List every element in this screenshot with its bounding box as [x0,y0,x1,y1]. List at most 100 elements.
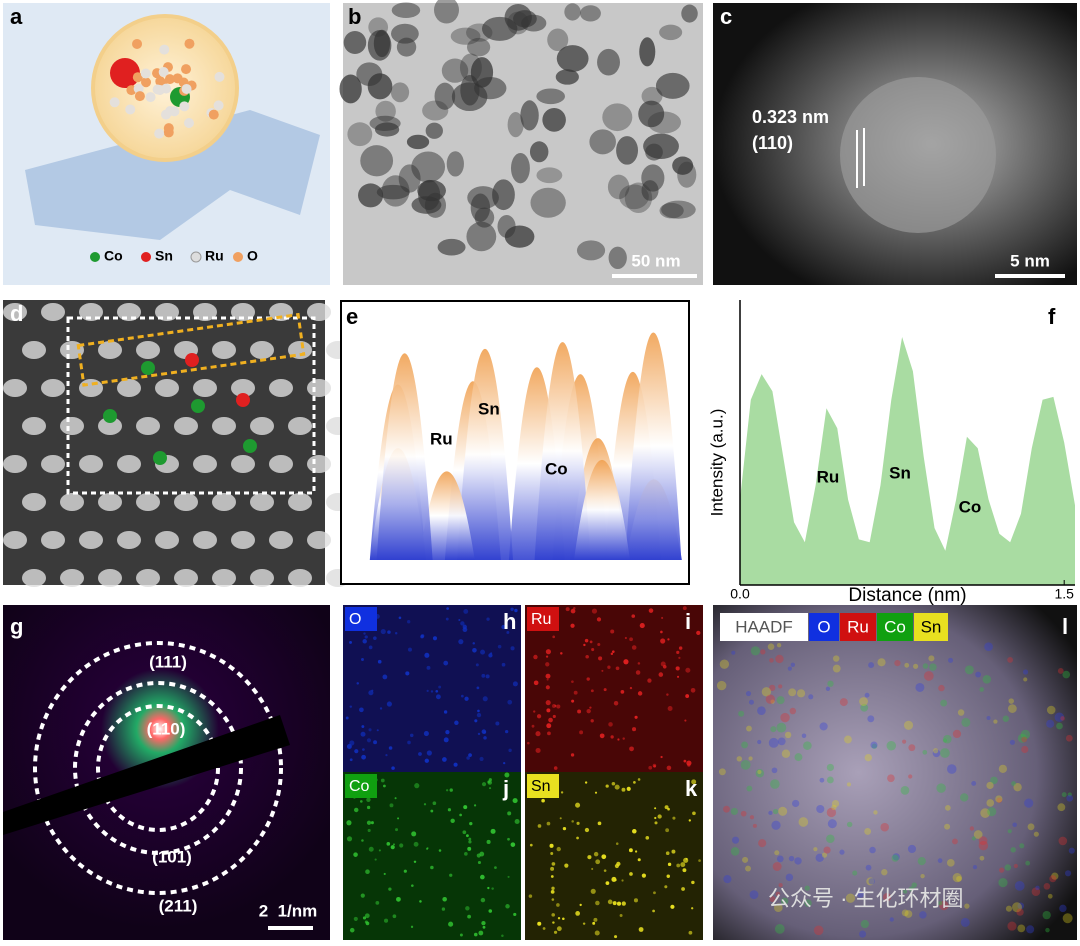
map-dot [477,709,480,713]
atom-column [22,417,46,435]
map-dot [638,927,644,932]
map-dot [477,732,481,736]
panel-label: c [720,4,732,29]
nanoparticle [425,122,443,139]
atom [184,38,195,49]
map-dot [426,847,429,850]
map-dot [432,636,438,641]
atom-column [136,341,160,359]
map-dot [1016,908,1024,916]
atom-column [212,569,236,587]
map-dot [671,849,676,854]
map-dot [376,729,379,732]
map-dot [531,724,535,728]
map-dot [495,721,500,726]
atom-marker [153,451,167,465]
map-dot [691,907,694,910]
annotation: 0.323 nm [752,107,829,127]
map-dot [1007,829,1012,834]
map-dot [467,846,472,851]
map-dot [908,744,916,752]
map-dot [634,850,638,853]
map-dot [687,763,691,767]
map-dot [399,843,404,848]
element-label: Co [349,778,370,795]
map-dot [442,896,447,902]
atom-column [307,531,331,549]
support-sheet [25,110,320,240]
atom-column [288,417,312,435]
map-dot [917,857,926,866]
map-dot [551,886,555,891]
map-dot [936,783,946,793]
atom-column [136,493,160,511]
map-dot [1012,902,1022,913]
map-dot [1026,925,1035,934]
map-dot [603,688,607,692]
map-dot [622,737,625,740]
map-dot [474,719,478,723]
map-dot [788,855,795,862]
map-dot [476,712,482,718]
map-dot [665,851,670,856]
map-dot [969,826,975,831]
nanoparticle [529,141,549,163]
atom-column [269,379,293,397]
map-dot [672,816,676,820]
map-dot [506,630,510,634]
map-dot [982,675,992,684]
map-dot [688,930,693,935]
map-dot [488,909,493,913]
annotation: Co [959,497,982,516]
map-dot [430,690,434,693]
map-dot [507,875,510,879]
map-dot [738,710,745,717]
scale-bar-label: 5 nm [1010,251,1050,270]
map-dot [395,828,399,832]
map-dot [1059,904,1067,913]
map-dot [774,850,780,856]
map-dot [615,842,619,845]
map-dot [443,660,449,666]
map-dot [1007,921,1017,931]
intensity-peak [625,332,682,560]
map-dot [448,921,454,927]
atom [172,73,183,84]
map-dot [815,853,824,862]
map-dot [919,911,927,919]
map-dot [608,722,613,727]
map-dot [557,917,561,920]
nanoparticle [564,3,581,21]
map-dot [419,900,422,903]
map-dot [998,764,1008,773]
intensity-peak [573,459,630,560]
map-dot [780,897,789,905]
map-dot [736,756,743,762]
map-dot [442,757,447,762]
panel-label: j [502,776,509,801]
x-tick-label: 1.5 [1054,586,1074,602]
element-tag [527,774,559,798]
map-dot [971,780,977,786]
map-dot [761,687,772,697]
map-dot [745,865,752,872]
map-dot [614,935,618,939]
atom-column [98,493,122,511]
map-dot [845,893,856,903]
map-dot [505,729,509,734]
map-dot [485,674,490,679]
map-dot [901,909,909,917]
map-dot [607,899,613,905]
map-dot [1013,783,1022,792]
map-dot [596,617,602,622]
map-dot [654,821,658,825]
map-dot [979,855,985,861]
atom-column [3,531,27,549]
map-dot [603,869,607,872]
map-dot [777,737,786,746]
map-dot [361,658,364,661]
nanoparticle [659,24,683,41]
nanoparticle [470,57,494,88]
map-dot [1017,924,1026,933]
map-dot [653,891,656,895]
